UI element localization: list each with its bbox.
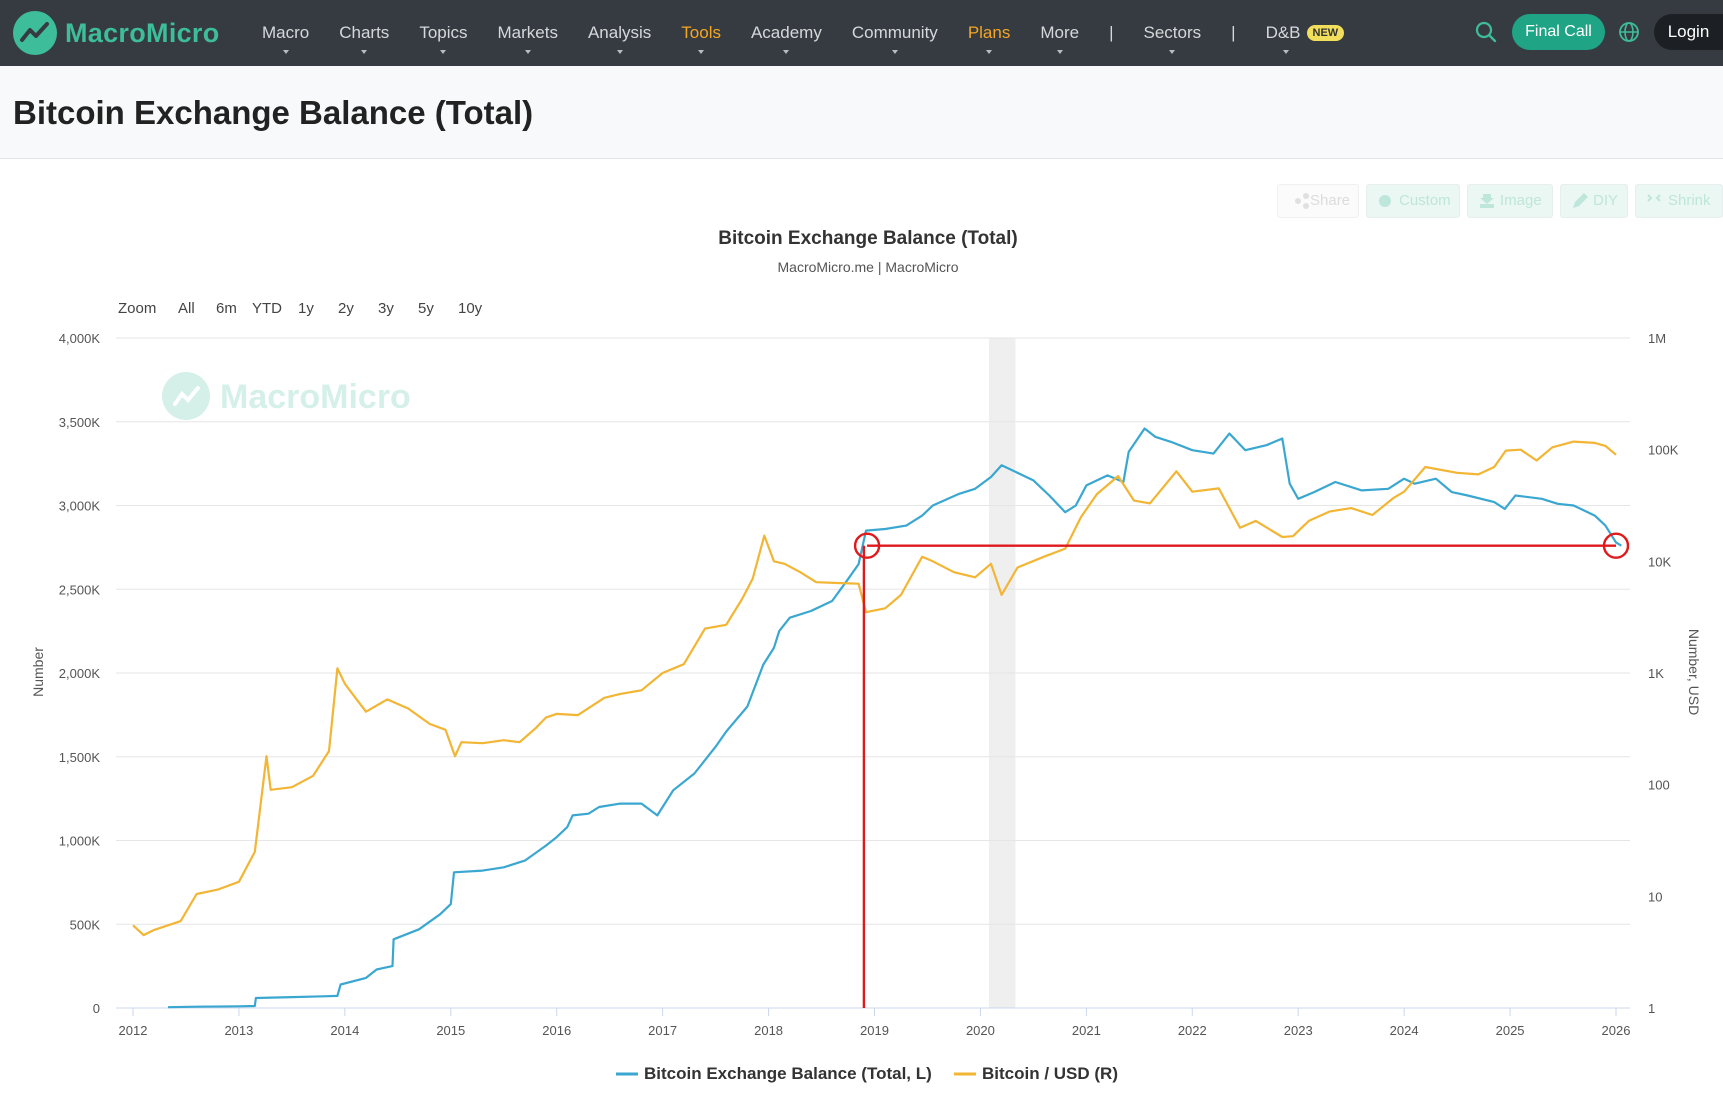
left-tick-label: 3,000K xyxy=(59,499,101,514)
diy-button[interactable]: DIY xyxy=(1560,184,1628,218)
watermark: MacroMicro xyxy=(162,372,411,420)
menu-separator: | xyxy=(1231,23,1236,42)
left-axis-title: Number xyxy=(30,647,46,697)
x-tick-label: 2023 xyxy=(1284,1023,1313,1038)
logo-text: MacroMicro xyxy=(65,17,220,48)
left-tick-label: 3,500K xyxy=(59,415,101,430)
chevron-down-icon xyxy=(783,50,790,54)
x-tick-label: 2017 xyxy=(648,1023,677,1038)
right-tick-label: 10K xyxy=(1648,554,1671,569)
menu-item-topics[interactable]: Topics xyxy=(419,23,468,54)
legend-item-1[interactable]: Bitcoin / USD (R) xyxy=(954,1064,1118,1083)
chevron-down-icon xyxy=(986,50,993,54)
left-tick-label: 1,500K xyxy=(59,750,101,765)
right-tick-label: 1 xyxy=(1648,1001,1655,1016)
x-tick-label: 2025 xyxy=(1496,1023,1525,1038)
right-tick-label: 1K xyxy=(1648,666,1664,681)
menu-item-more[interactable]: More xyxy=(1040,23,1079,54)
zoom-option-all[interactable]: All xyxy=(178,300,195,317)
zoom-option-6m[interactable]: 6m xyxy=(216,300,237,317)
chevron-down-icon xyxy=(616,50,623,54)
left-tick-label: 500K xyxy=(70,917,101,932)
x-tick-label: 2018 xyxy=(754,1023,783,1038)
new-badge: NEW xyxy=(1306,25,1345,41)
zoom-option-1y[interactable]: 1y xyxy=(298,300,314,317)
globe-icon[interactable] xyxy=(1618,21,1640,43)
legend-label: Bitcoin / USD (R) xyxy=(982,1064,1118,1083)
login-button[interactable]: Login xyxy=(1654,14,1723,50)
right-tick-label: 10 xyxy=(1648,889,1662,904)
chart-subtitle: MacroMicro.me | MacroMicro xyxy=(778,259,959,275)
chevron-down-icon xyxy=(361,50,368,54)
chevron-down-icon xyxy=(698,50,705,54)
zoom-option-5y[interactable]: 5y xyxy=(418,300,434,317)
chevron-down-icon xyxy=(1169,50,1176,54)
x-tick-label: 2022 xyxy=(1178,1023,1207,1038)
zoom-option-ytd[interactable]: YTD xyxy=(252,300,282,317)
zoom-option-2y[interactable]: 2y xyxy=(338,300,354,317)
logo-icon xyxy=(13,11,57,55)
watermark-logo-icon xyxy=(162,372,210,420)
menu-item-macro[interactable]: Macro xyxy=(262,23,309,54)
menu-item-charts[interactable]: Charts xyxy=(339,23,389,54)
menu-item-community[interactable]: Community xyxy=(852,23,938,54)
x-tick-label: 2026 xyxy=(1602,1023,1631,1038)
x-tick-label: 2021 xyxy=(1072,1023,1101,1038)
x-tick-label: 2012 xyxy=(119,1023,148,1038)
page-header: Bitcoin Exchange Balance (Total) xyxy=(0,66,1723,159)
final-call-button[interactable]: Final Call xyxy=(1512,14,1605,50)
chevron-down-icon xyxy=(891,50,898,54)
right-tick-label: 100 xyxy=(1648,778,1670,793)
legend-label: Bitcoin Exchange Balance (Total, L) xyxy=(644,1064,932,1083)
menu-item-sectors[interactable]: Sectors xyxy=(1144,23,1201,54)
menu-separator: | xyxy=(1109,23,1114,42)
left-tick-label: 2,000K xyxy=(59,666,101,681)
x-tick-label: 2014 xyxy=(330,1023,359,1038)
left-tick-label: 1,000K xyxy=(59,834,101,849)
chart-title: Bitcoin Exchange Balance (Total) xyxy=(718,228,1017,249)
share-button[interactable]: Share xyxy=(1277,184,1359,218)
x-tick-label: 2020 xyxy=(966,1023,995,1038)
right-tick-label: 100K xyxy=(1648,443,1679,458)
menu-item-plans[interactable]: Plans xyxy=(968,23,1010,54)
menu-item-markets[interactable]: Markets xyxy=(498,23,558,54)
left-tick-label: 2,500K xyxy=(59,582,101,597)
menu-item-tools[interactable]: Tools xyxy=(681,23,721,54)
page-title: Bitcoin Exchange Balance (Total) xyxy=(13,94,534,131)
x-tick-label: 2019 xyxy=(860,1023,889,1038)
x-tick-label: 2016 xyxy=(542,1023,571,1038)
menu-item-analysis[interactable]: Analysis xyxy=(588,23,651,54)
annotation-circle-0 xyxy=(853,532,881,559)
watermark-logo-mark xyxy=(173,386,200,406)
zoom-label: Zoom xyxy=(118,300,156,317)
legend-item-0[interactable]: Bitcoin Exchange Balance (Total, L) xyxy=(616,1064,932,1083)
chart: Bitcoin Exchange Balance (Total) MacroMic… xyxy=(30,228,1702,1083)
right-tick-label: 1M xyxy=(1648,331,1666,346)
menu-item-db[interactable]: D&B NEW xyxy=(1266,23,1345,54)
main-menu: Macro Charts Topics Markets Analysis Too… xyxy=(262,0,1374,66)
chevron-down-icon xyxy=(282,50,289,54)
chevron-down-icon xyxy=(1282,50,1289,54)
series-line-0 xyxy=(167,427,1622,1009)
left-tick-label: 4,000K xyxy=(59,331,101,346)
chevron-down-icon xyxy=(440,50,447,54)
chevron-down-icon xyxy=(1056,50,1063,54)
chevron-down-icon xyxy=(524,50,531,54)
annotation-circle-1 xyxy=(1602,532,1630,559)
zoom-option-10y[interactable]: 10y xyxy=(458,300,483,317)
menu-item-academy[interactable]: Academy xyxy=(751,23,822,54)
watermark-text: MacroMicro xyxy=(220,378,411,416)
series-line-1 xyxy=(132,440,1617,937)
custom-button[interactable]: Custom xyxy=(1366,184,1460,218)
right-axis-title: Number, USD xyxy=(1686,629,1702,715)
search-icon[interactable] xyxy=(1474,20,1498,44)
logo[interactable]: MacroMicro xyxy=(13,11,220,55)
top-nav: MacroMicro Macro Charts Topics Markets A… xyxy=(0,0,1723,66)
x-tick-label: 2024 xyxy=(1390,1023,1419,1038)
x-tick-label: 2013 xyxy=(224,1023,253,1038)
left-tick-label: 0 xyxy=(93,1001,100,1016)
zoom-option-3y[interactable]: 3y xyxy=(378,300,394,317)
x-tick-label: 2015 xyxy=(436,1023,465,1038)
chart-legend: Bitcoin Exchange Balance (Total, L) Bitco… xyxy=(616,1064,1118,1083)
